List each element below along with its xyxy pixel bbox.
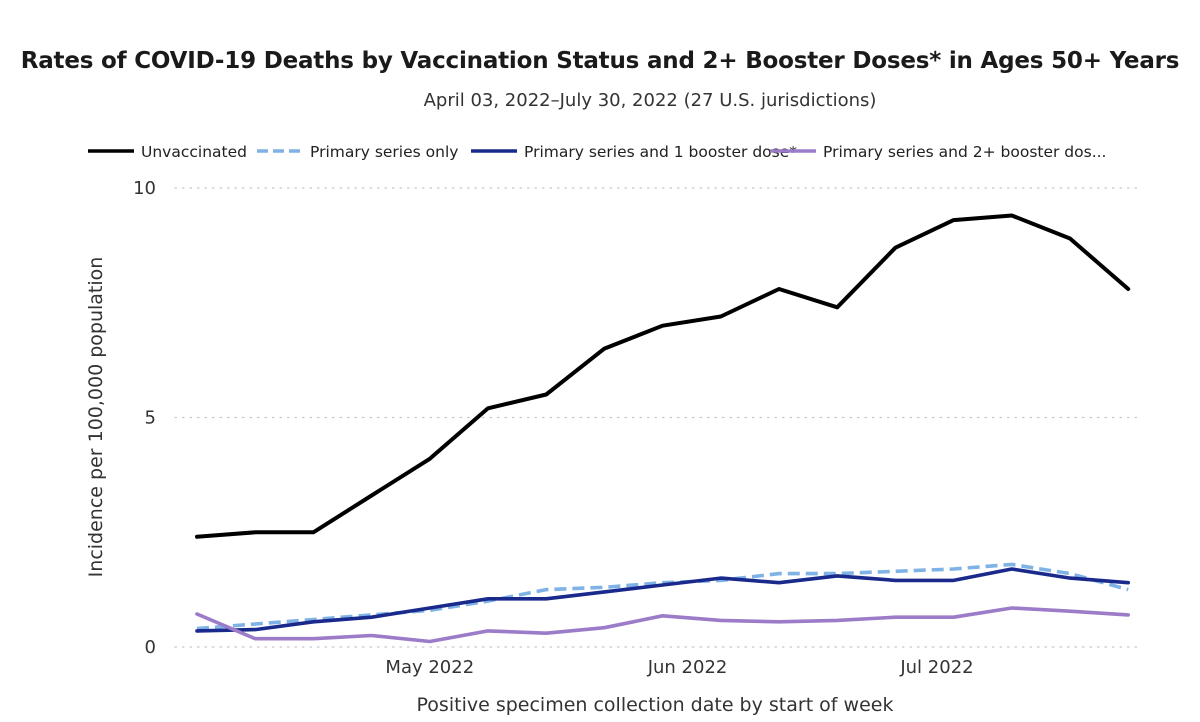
y-tick-label: 10 [133, 178, 156, 199]
x-tick-label: May 2022 [385, 657, 474, 678]
legend-label: Primary series and 2+ booster dos... [823, 143, 1107, 161]
series-line-3 [195, 567, 1130, 633]
chart-subtitle: April 03, 2022–July 30, 2022 (27 U.S. ju… [423, 90, 877, 111]
series-line-4 [195, 606, 1130, 644]
series-line-1 [195, 213, 1131, 539]
x-tick-label: Jul 2022 [899, 657, 973, 678]
legend: Unvaccinated Primary series only Primary s… [88, 143, 1107, 161]
y-tick-label: 5 [145, 408, 156, 429]
y-axis-ticks: 0 5 10 [133, 178, 156, 658]
x-tick-label: Jun 2022 [647, 657, 728, 678]
legend-label: Unvaccinated [141, 143, 247, 161]
x-axis-ticks: May 2022 Jun 2022 Jul 2022 [385, 657, 973, 678]
legend-label: Primary series and 1 booster dose* [524, 143, 797, 161]
x-axis-label: Positive specimen collection date by sta… [417, 694, 894, 716]
legend-label: Primary series only [310, 143, 458, 161]
gridlines [174, 187, 1141, 648]
series-lines [195, 213, 1131, 644]
chart-title: Rates of COVID-19 Deaths by Vaccination … [20, 48, 1180, 74]
y-axis-label: Incidence per 100,000 population [85, 257, 107, 578]
y-tick-label: 0 [145, 637, 156, 658]
series-line-2 [196, 562, 1129, 631]
